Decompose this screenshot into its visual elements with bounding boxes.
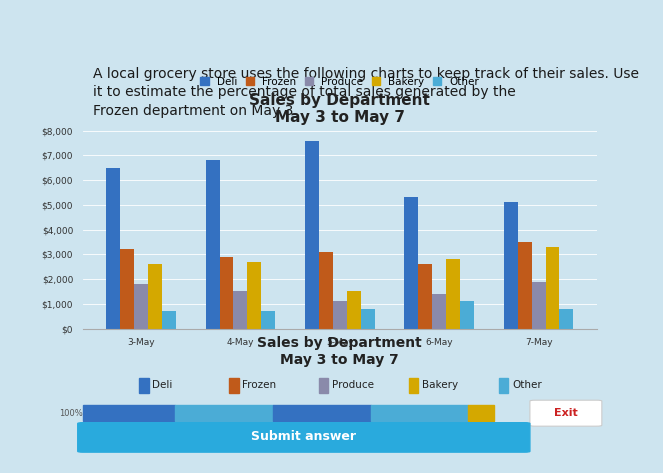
FancyBboxPatch shape — [273, 405, 371, 421]
FancyBboxPatch shape — [499, 377, 509, 393]
Bar — [504, 202, 518, 329]
Bar — [134, 284, 148, 329]
Bar — [206, 160, 219, 329]
Text: Sales by Department
May 3 to May 7: Sales by Department May 3 to May 7 — [257, 336, 422, 368]
Text: Other: Other — [512, 380, 542, 390]
Bar — [347, 291, 361, 329]
Text: Submit answer: Submit answer — [251, 430, 356, 443]
Text: Exit: Exit — [554, 408, 577, 418]
Bar — [106, 168, 120, 329]
Bar — [305, 140, 319, 329]
Bar — [404, 197, 418, 329]
Bar — [432, 294, 446, 329]
Text: A local grocery store uses the following charts to keep track of their sales. Us: A local grocery store uses the following… — [93, 67, 639, 118]
Text: Bakery: Bakery — [422, 380, 458, 390]
Bar — [446, 259, 460, 329]
Bar — [247, 262, 261, 329]
Bar — [560, 309, 573, 329]
Title: Sales by Department
May 3 to May 7: Sales by Department May 3 to May 7 — [249, 93, 430, 125]
Text: Deli: Deli — [152, 380, 172, 390]
Text: 100%: 100% — [59, 409, 83, 418]
Legend: Deli, Frozen, Produce, Bakery, Other: Deli, Frozen, Produce, Bakery, Other — [196, 72, 483, 91]
Bar — [261, 311, 275, 329]
FancyBboxPatch shape — [371, 405, 468, 421]
Bar — [120, 249, 134, 329]
Bar — [546, 247, 560, 329]
Bar — [418, 264, 432, 329]
Bar — [460, 301, 474, 329]
FancyBboxPatch shape — [320, 377, 328, 393]
FancyBboxPatch shape — [175, 405, 273, 421]
FancyBboxPatch shape — [229, 377, 239, 393]
FancyBboxPatch shape — [78, 423, 530, 452]
Bar — [518, 242, 532, 329]
FancyBboxPatch shape — [530, 400, 602, 426]
Bar — [162, 311, 176, 329]
Bar — [319, 252, 333, 329]
FancyBboxPatch shape — [409, 377, 418, 393]
Bar — [219, 257, 233, 329]
Bar — [333, 301, 347, 329]
FancyBboxPatch shape — [83, 405, 175, 421]
Bar — [148, 264, 162, 329]
Text: Produce: Produce — [332, 380, 374, 390]
Bar — [532, 281, 546, 329]
FancyBboxPatch shape — [139, 377, 149, 393]
Bar — [361, 309, 375, 329]
Bar — [233, 291, 247, 329]
Text: Frozen: Frozen — [242, 380, 276, 390]
FancyBboxPatch shape — [468, 405, 494, 421]
